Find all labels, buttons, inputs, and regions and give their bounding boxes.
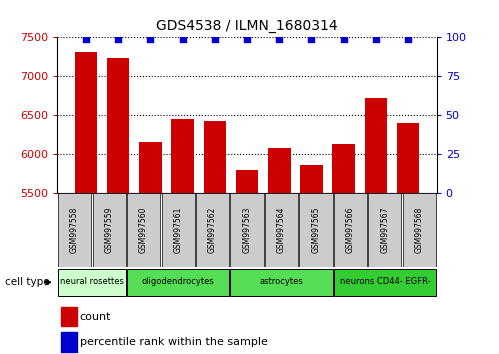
Bar: [300, 165, 323, 354]
Point: [243, 36, 251, 41]
Bar: [127, 193, 160, 267]
Point: [114, 36, 122, 41]
Text: cell type: cell type: [5, 277, 49, 287]
Bar: [230, 269, 333, 296]
Bar: [333, 269, 436, 296]
Bar: [139, 142, 162, 354]
Point: [146, 36, 154, 41]
Bar: [196, 193, 229, 267]
Text: GSM997560: GSM997560: [139, 207, 148, 253]
Bar: [332, 144, 355, 354]
Text: percentile rank within the sample: percentile rank within the sample: [80, 337, 267, 347]
Bar: [171, 119, 194, 354]
Bar: [365, 98, 387, 354]
Bar: [107, 58, 129, 354]
Text: astrocytes: astrocytes: [259, 277, 303, 286]
Bar: [299, 193, 332, 267]
Bar: [204, 121, 226, 354]
Text: GSM997558: GSM997558: [70, 207, 79, 253]
Bar: [236, 170, 258, 354]
Bar: [231, 193, 263, 267]
Text: GSM997564: GSM997564: [277, 207, 286, 253]
Point: [372, 36, 380, 41]
Title: GDS4538 / ILMN_1680314: GDS4538 / ILMN_1680314: [156, 19, 338, 33]
Bar: [58, 193, 91, 267]
Point: [340, 36, 348, 41]
Text: GSM997568: GSM997568: [415, 207, 424, 253]
Bar: [403, 193, 436, 267]
Point: [82, 36, 90, 41]
Text: GSM997565: GSM997565: [311, 207, 320, 253]
Point: [404, 36, 412, 41]
Bar: [58, 269, 126, 296]
Point: [179, 36, 187, 41]
Text: GSM997562: GSM997562: [208, 207, 217, 253]
Bar: [162, 193, 195, 267]
Text: oligodendrocytes: oligodendrocytes: [142, 277, 215, 286]
Bar: [334, 193, 367, 267]
Bar: [92, 193, 126, 267]
Bar: [61, 307, 77, 326]
Text: GSM997563: GSM997563: [243, 207, 251, 253]
Point: [211, 36, 219, 41]
Bar: [265, 193, 298, 267]
Text: GSM997559: GSM997559: [105, 207, 114, 253]
Text: GSM997561: GSM997561: [174, 207, 183, 253]
Bar: [61, 332, 77, 352]
Text: neural rosettes: neural rosettes: [60, 277, 124, 286]
Text: GSM997567: GSM997567: [380, 207, 389, 253]
Text: GSM997566: GSM997566: [346, 207, 355, 253]
Text: count: count: [80, 312, 111, 322]
Point: [307, 36, 315, 41]
Bar: [397, 123, 419, 354]
Bar: [268, 148, 290, 354]
Bar: [127, 269, 230, 296]
Bar: [75, 52, 97, 354]
Text: neurons CD44- EGFR-: neurons CD44- EGFR-: [340, 277, 430, 286]
Bar: [368, 193, 402, 267]
Point: [275, 36, 283, 41]
